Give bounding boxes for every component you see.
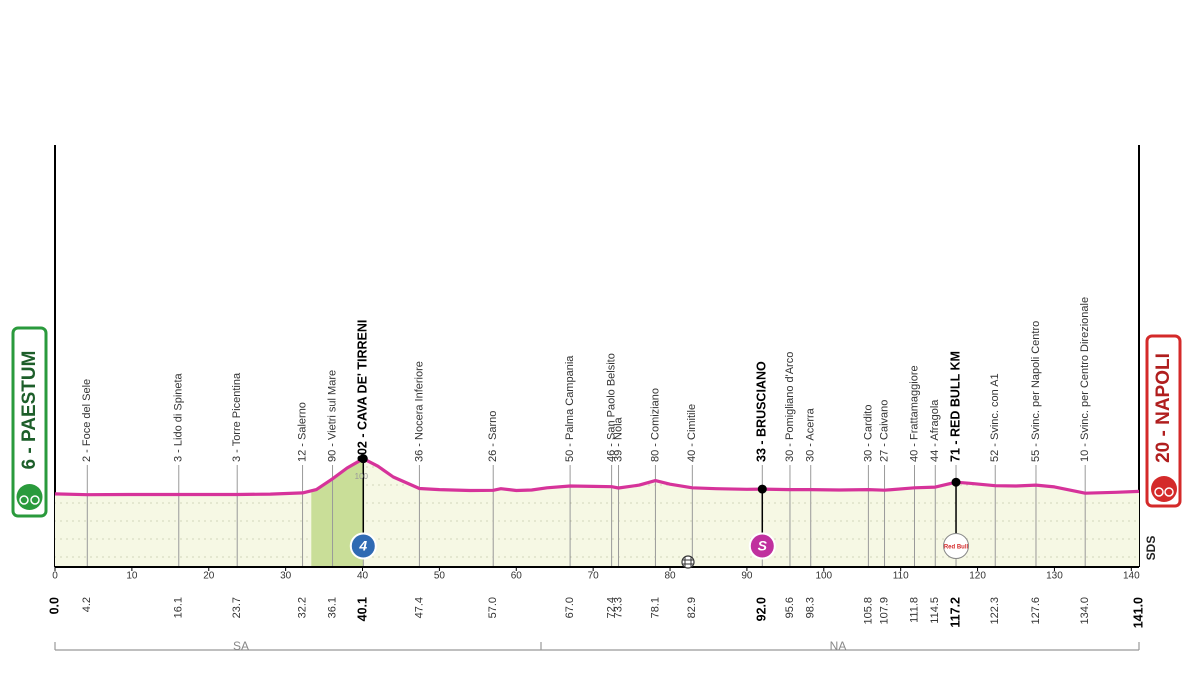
x-tick-label: 40 xyxy=(357,571,369,582)
region-label: SA xyxy=(233,639,249,653)
x-tick-label: 110 xyxy=(893,571,909,582)
waypoint-km: 73.3 xyxy=(612,597,624,618)
waypoint-km: 107.9 xyxy=(878,597,890,625)
finish-icon-wheel xyxy=(1154,487,1164,497)
waypoint-label: 3 - Torre Picentina xyxy=(231,372,243,462)
finish-icon-wheel xyxy=(1164,487,1174,497)
waypoint-label: 39 - Nola xyxy=(612,416,624,462)
x-tick-label: 20 xyxy=(203,571,215,582)
waypoint-km: 40.1 xyxy=(356,597,370,621)
x-tick-label: 100 xyxy=(815,571,832,582)
start-icon-wheel xyxy=(30,495,40,505)
waypoint-km: 16.1 xyxy=(173,597,185,618)
waypoint-label: 30 - Cardito xyxy=(862,405,874,462)
start-km: 0.0 xyxy=(47,597,61,614)
finish-label: 20 - NAPOLI xyxy=(1153,353,1174,463)
x-tick-label: 80 xyxy=(664,571,676,582)
marks-layer: 4 S Red Bull xyxy=(54,454,1140,571)
waypoint-km: 114.5 xyxy=(929,597,941,624)
finish-box xyxy=(1145,334,1182,508)
waypoint-dot xyxy=(358,454,368,464)
waypoint-label: 50 - Palma Campania xyxy=(564,355,576,462)
x-tick-label: 60 xyxy=(511,571,523,582)
waypoint-label: 90 - Vietri sul Mare xyxy=(326,370,338,462)
x-tick-label: 130 xyxy=(1046,571,1063,582)
start-icon-wheel xyxy=(19,495,29,505)
badge-label: S xyxy=(758,538,768,554)
waypoint-label: 27 - Caivano xyxy=(878,400,890,462)
waypoint-km: 95.6 xyxy=(784,597,796,618)
feed-zone-icon xyxy=(681,555,695,569)
x-tick-label: 140 xyxy=(1123,571,1140,582)
waypoint-label: 12 - Salerno xyxy=(296,402,308,462)
waypoint-km: 82.9 xyxy=(686,597,698,618)
region-label: NA xyxy=(830,639,847,653)
waypoint-km: 36.1 xyxy=(326,597,338,618)
waypoint-label: 10 - Svinc. per Centro Direzionale xyxy=(1079,297,1091,462)
waypoint-label: 52 - Svinc. con A1 xyxy=(989,373,1001,462)
waypoint-km: 122.3 xyxy=(989,597,1001,625)
waypoint-dot xyxy=(757,484,767,494)
badge-label: 4 xyxy=(358,538,367,554)
badge-label: Red Bull xyxy=(944,545,969,551)
region-bracket xyxy=(54,642,1140,651)
waypoint-label: 80 - Comiziano xyxy=(649,388,661,462)
waypoint-label: 40 - Frattamaggiore xyxy=(908,365,920,462)
x-tick-label: 0 xyxy=(52,571,58,582)
waypoint-label: 202 - CAVA DE' TIRRENI xyxy=(356,320,370,462)
waypoint-km: 111.8 xyxy=(908,597,920,623)
waypoint-label: 3 - Lido di Spineta xyxy=(173,372,185,462)
feed-zone-circle xyxy=(681,555,695,569)
waypoint-km: 32.2 xyxy=(296,597,308,618)
waypoint-label: 30 - Pomigliano d'Arco xyxy=(784,352,796,462)
finish-icon xyxy=(1151,476,1177,502)
waypoint-label: 30 - Acerra xyxy=(805,407,817,462)
waypoint-km: 72.4 xyxy=(606,597,618,618)
finish-km: 141.0 xyxy=(1131,597,1145,628)
waypoint-label: 26 - Sarno xyxy=(487,411,499,462)
area-layer xyxy=(55,458,1139,567)
waypoint-km: 92.0 xyxy=(755,597,769,621)
waypoint-label: 71 - RED BULL KM xyxy=(948,351,962,462)
waypoint-label: 2 - Foce del Sele xyxy=(81,379,93,462)
waypoint-km: 57.0 xyxy=(487,597,499,618)
waypoint-km: 47.4 xyxy=(413,597,425,618)
waypoint-km: 134.0 xyxy=(1079,597,1091,625)
waypoint-km: 67.0 xyxy=(564,597,576,618)
logo: SDS xyxy=(1144,536,1158,561)
waypoint-label: 46 - San Paolo Belsito xyxy=(606,353,618,462)
badge xyxy=(748,532,776,560)
waypoint-km: 23.7 xyxy=(231,597,243,618)
waypoint-km: 117.2 xyxy=(948,597,962,628)
waypoint-dot xyxy=(951,477,961,487)
x-tick-label: 90 xyxy=(741,571,753,582)
waypoint-km: 78.1 xyxy=(649,597,661,618)
x-tick-label: 50 xyxy=(434,571,446,582)
y-tick-label: 100 xyxy=(355,472,369,481)
start-label: 6 - PAESTUM xyxy=(19,351,40,470)
waypoint-label: 44 - Afragola xyxy=(929,399,941,462)
waypoint-km: 98.3 xyxy=(805,597,817,618)
waypoint-km: 4.2 xyxy=(81,597,93,612)
profile-area xyxy=(55,458,1139,567)
x-tick-label: 120 xyxy=(969,571,986,582)
x-tick-label: 30 xyxy=(280,571,292,582)
waypoint-label: 40 - Cimitile xyxy=(686,404,698,462)
start-box xyxy=(11,326,48,518)
x-tick-label: 10 xyxy=(126,571,138,582)
waypoint-km: 105.8 xyxy=(862,597,874,625)
waypoint-label: 55 - Svinc. per Napoli Centro xyxy=(1030,321,1042,462)
x-tick-label: 70 xyxy=(588,571,600,582)
badge xyxy=(943,533,970,559)
waypoint-km: 127.6 xyxy=(1030,597,1042,625)
waypoint-label: 33 - BRUSCIANO xyxy=(755,361,769,462)
badge xyxy=(349,532,377,560)
waypoint-label: 36 - Nocera Inferiore xyxy=(413,361,425,462)
